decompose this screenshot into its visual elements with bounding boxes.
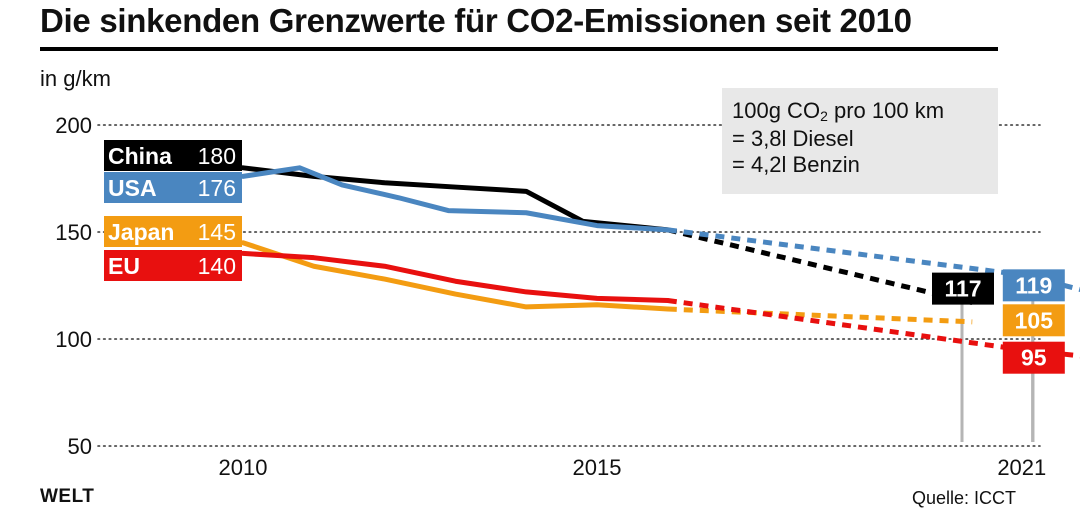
y-axis-unit-label: in g/km (40, 66, 111, 91)
series-name-eu: EU (108, 253, 140, 279)
target-value-japan-2021: 105 (1015, 307, 1054, 333)
target-box-china-2020 (932, 272, 994, 305)
x-tick-2021: 2021 (997, 455, 1046, 480)
series-start-value-japan: 145 (198, 219, 236, 245)
y-tick-100: 100 (55, 327, 92, 352)
series-box-usa (104, 172, 242, 203)
series-projection-china (667, 227, 973, 306)
welt-logo: WELT (40, 486, 95, 507)
target-value-china-2020: 117 (944, 276, 981, 302)
chart-title: Die sinkenden Grenzwerte für CO2-Emissio… (40, 2, 912, 39)
series-box-china (104, 140, 242, 171)
series-projection-japan (667, 306, 973, 325)
target-box-eu-2021 (1002, 341, 1065, 374)
x-tick-2015: 2015 (573, 455, 622, 480)
x-tick-2010: 2010 (219, 455, 268, 480)
target-value-usa-2021: 119 (1015, 272, 1052, 298)
series-start-value-china: 180 (198, 143, 236, 169)
series-line-japan (240, 240, 671, 312)
target-box-usa-2021 (1002, 269, 1065, 302)
series-lines (240, 165, 1080, 359)
series-name-china: China (108, 143, 172, 169)
series-line-usa (240, 165, 671, 233)
y-tick-150: 150 (55, 220, 92, 245)
note-line-3: = 4,2l Benzin (732, 152, 860, 177)
series-line-eu (240, 250, 671, 303)
series-projection-eu (667, 298, 1080, 359)
series-labels: China 180 USA 176 Japan 145 EU 140 (104, 140, 242, 281)
axis-ticks: 5010015020020102015202120252030 (55, 113, 1046, 480)
target-labels: 11711910595978166 (932, 269, 1065, 374)
title-rule (40, 47, 998, 51)
series-start-value-eu: 140 (198, 253, 236, 279)
series-box-eu (104, 250, 242, 281)
series-name-usa: USA (108, 175, 157, 201)
source-label: Quelle: ICCT (912, 488, 1017, 508)
target-box-japan-2021 (1002, 304, 1065, 337)
target-value-eu-2021: 95 (1021, 345, 1047, 371)
y-tick-50: 50 (68, 434, 92, 459)
note-line-1: 100g CO2 pro 100 km (732, 98, 945, 124)
series-line-china (240, 165, 671, 233)
note-line-2: = 3,8l Diesel (732, 126, 854, 151)
series-start-value-usa: 176 (198, 175, 236, 201)
conversion-note: 100g CO2 pro 100 km = 3,8l Diesel = 4,2l… (722, 88, 998, 194)
series-box-japan (104, 216, 242, 247)
series-name-japan: Japan (108, 219, 174, 245)
y-tick-200: 200 (55, 113, 92, 138)
